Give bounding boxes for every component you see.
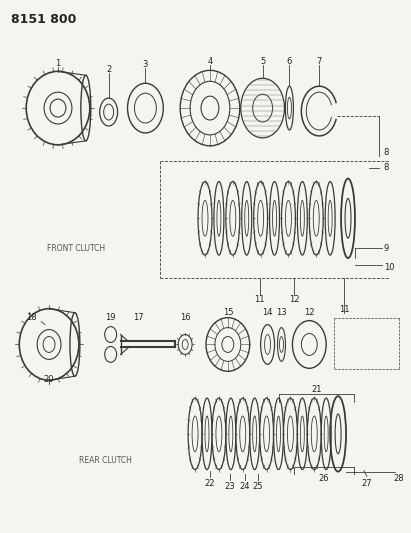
Text: 22: 22	[205, 479, 215, 488]
Text: 14: 14	[262, 308, 273, 317]
Text: 23: 23	[224, 482, 235, 491]
Text: 25: 25	[252, 482, 263, 491]
Text: 8: 8	[384, 148, 389, 157]
Text: 16: 16	[180, 313, 190, 322]
Text: 8: 8	[384, 163, 389, 172]
Text: 9: 9	[384, 244, 389, 253]
Text: 17: 17	[133, 313, 144, 322]
Text: 15: 15	[223, 308, 233, 317]
Text: 12: 12	[304, 308, 314, 317]
Text: 8151 800: 8151 800	[12, 13, 77, 26]
Text: 28: 28	[393, 474, 404, 483]
Text: 27: 27	[362, 479, 372, 488]
Text: 20: 20	[44, 375, 54, 384]
Text: 24: 24	[240, 482, 250, 491]
Text: 4: 4	[207, 57, 212, 66]
Text: 18: 18	[26, 313, 37, 322]
Text: 11: 11	[254, 295, 265, 304]
Text: 12: 12	[289, 295, 300, 304]
Text: 3: 3	[143, 60, 148, 69]
Text: 26: 26	[319, 474, 330, 483]
Text: 21: 21	[311, 385, 321, 394]
Text: 7: 7	[316, 57, 322, 66]
Text: REAR CLUTCH: REAR CLUTCH	[79, 456, 132, 465]
Text: 10: 10	[384, 263, 394, 272]
Text: 19: 19	[105, 313, 116, 322]
Text: 6: 6	[287, 57, 292, 66]
Text: FRONT CLUTCH: FRONT CLUTCH	[47, 244, 105, 253]
Text: 11: 11	[339, 305, 349, 314]
Text: 1: 1	[55, 59, 61, 68]
Text: 5: 5	[260, 57, 265, 66]
Text: 13: 13	[276, 308, 287, 317]
Text: 2: 2	[106, 65, 111, 74]
